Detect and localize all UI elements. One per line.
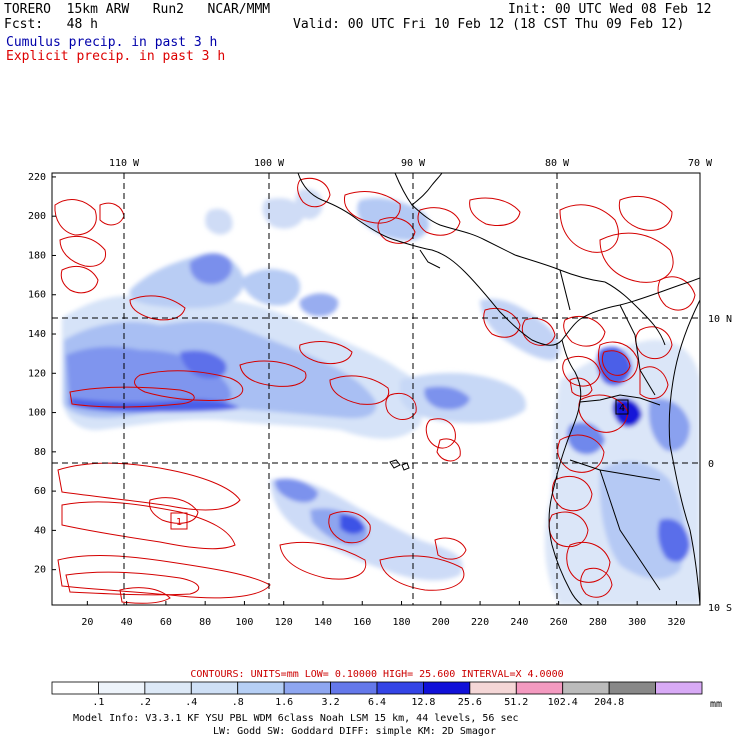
x-tick-label: 220 xyxy=(471,617,489,628)
x-tick-label: 320 xyxy=(667,617,685,628)
valid-time: Valid: 00 UTC Fri 10 Feb 12 (18 CST Thu … xyxy=(293,17,685,32)
init-time: Init: 00 UTC Wed 08 Feb 12 xyxy=(508,2,712,17)
x-tick-label: 300 xyxy=(628,617,646,628)
physics-info: LW: Godd SW: Goddard DIFF: simple KM: 2D… xyxy=(213,726,496,737)
y-tick-label: 60 xyxy=(34,486,46,497)
grid-box-1-label: 1 xyxy=(176,517,182,528)
colorbar-swatch xyxy=(655,681,703,695)
colorbar-label: 204.8 xyxy=(594,697,624,708)
lon-label: 70 W xyxy=(688,158,713,169)
y-axis-ticks: 20 40 60 80 100 120 140 160 180 200 220 xyxy=(28,172,56,576)
colorbar-labels: .1 .2 .4 .8 1.6 3.2 6.4 12.8 25.6 51.2 102.4 204.8 xyxy=(92,697,624,708)
x-axis-ticks: 20 40 60 80 100 120 140 160 180 200 220 240 260 280 30… xyxy=(81,601,685,628)
y-tick-label: 100 xyxy=(28,408,46,419)
x-tick-label: 200 xyxy=(432,617,450,628)
colorbar-label: .4 xyxy=(185,697,197,708)
cumulus-precip-shading xyxy=(62,189,700,605)
lon-label: 100 W xyxy=(254,158,285,169)
y-tick-label: 220 xyxy=(28,172,46,183)
x-tick-label: 40 xyxy=(121,617,133,628)
x-tick-label: 120 xyxy=(275,617,293,628)
colorbar-label: 12.8 xyxy=(411,697,435,708)
colorbar-swatch xyxy=(98,681,146,695)
explicit-precip-label: Explicit precip. in past 3 h xyxy=(6,49,226,64)
colorbar-swatch xyxy=(376,681,424,695)
colorbar-label: 51.2 xyxy=(504,697,528,708)
colorbar-label: 102.4 xyxy=(548,697,578,708)
colorbar-label: 6.4 xyxy=(368,697,386,708)
contour-info: CONTOURS: UNITS=mm LOW= 0.10000 HIGH= 25… xyxy=(190,669,563,680)
lon-label: 110 W xyxy=(109,158,140,169)
colorbar-swatch xyxy=(51,681,99,695)
colorbar-label: .1 xyxy=(92,697,104,708)
colorbar-label: 1.6 xyxy=(275,697,293,708)
y-tick-label: 120 xyxy=(28,368,46,379)
lat-label: 0 xyxy=(708,459,714,470)
cumulus-precip-label: Cumulus precip. in past 3 h xyxy=(6,35,218,50)
colorbar-label: .2 xyxy=(139,697,151,708)
y-tick-label: 80 xyxy=(34,447,46,458)
x-tick-label: 180 xyxy=(392,617,410,628)
x-tick-label: 240 xyxy=(510,617,528,628)
colorbar-unit: mm xyxy=(710,699,722,710)
y-tick-label: 140 xyxy=(28,329,46,340)
x-tick-label: 160 xyxy=(353,617,371,628)
x-tick-label: 140 xyxy=(314,617,332,628)
colorbar-swatch xyxy=(562,681,610,695)
lon-label: 90 W xyxy=(401,158,426,169)
model-title: TORERO 15km ARW Run2 NCAR/MMM xyxy=(4,2,271,17)
forecast-hour: Fcst: 48 h xyxy=(4,17,98,32)
colorbar-swatch xyxy=(237,681,285,695)
coastlines xyxy=(297,173,700,605)
colorbar-swatch xyxy=(515,681,564,695)
colorbar-swatch xyxy=(469,681,517,695)
y-tick-label: 200 xyxy=(28,211,46,222)
colorbar-label: .8 xyxy=(232,697,244,708)
colorbar-label: 3.2 xyxy=(322,697,340,708)
model-info: Model Info: V3.3.1 KF YSU PBL WDM 6class… xyxy=(73,713,519,724)
colorbar-swatch xyxy=(283,681,331,695)
colorbar-label: 25.6 xyxy=(458,697,482,708)
lat-label: 10 N xyxy=(708,314,732,325)
x-tick-label: 80 xyxy=(199,617,211,628)
grid-box-1 xyxy=(170,512,188,530)
colorbar-swatch xyxy=(423,681,471,695)
lat-label: 10 S xyxy=(708,603,732,614)
y-tick-label: 180 xyxy=(28,250,46,261)
colorbar-swatch xyxy=(190,681,239,695)
colorbar xyxy=(51,681,703,695)
latitude-labels: 10 N 0 10 S xyxy=(708,314,732,614)
y-tick-label: 40 xyxy=(34,525,46,536)
lat-lon-grid xyxy=(52,173,700,605)
x-tick-label: 60 xyxy=(160,617,172,628)
x-tick-label: 260 xyxy=(550,617,568,628)
x-tick-label: 100 xyxy=(235,617,253,628)
y-tick-label: 160 xyxy=(28,290,46,301)
grid-box-4 xyxy=(615,399,629,415)
y-tick-label: 20 xyxy=(34,565,46,576)
explicit-precip-contours xyxy=(54,177,696,604)
longitude-labels: 110 W 100 W 90 W 80 W 70 W xyxy=(109,158,713,169)
lon-label: 80 W xyxy=(545,158,570,169)
colorbar-swatch xyxy=(608,681,656,695)
map-border xyxy=(51,172,701,606)
colorbar-swatch xyxy=(144,681,192,695)
colorbar-swatch xyxy=(330,681,378,695)
x-tick-label: 20 xyxy=(81,617,93,628)
grid-box-4-label: 4 xyxy=(619,403,625,414)
x-tick-label: 280 xyxy=(589,617,607,628)
